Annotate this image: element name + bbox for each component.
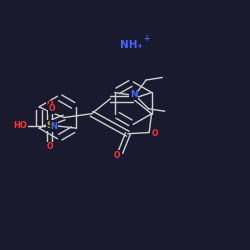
Text: HO: HO xyxy=(13,121,27,130)
Text: ₄: ₄ xyxy=(138,40,141,50)
Text: N: N xyxy=(130,90,137,100)
Text: NH: NH xyxy=(120,40,138,50)
Text: O: O xyxy=(113,150,120,160)
Text: O: O xyxy=(151,129,158,138)
Text: S: S xyxy=(46,121,53,130)
Text: O: O xyxy=(48,104,55,113)
Text: O: O xyxy=(46,142,53,151)
Text: O: O xyxy=(46,100,53,109)
Text: N: N xyxy=(50,122,58,131)
Text: +: + xyxy=(144,34,150,43)
